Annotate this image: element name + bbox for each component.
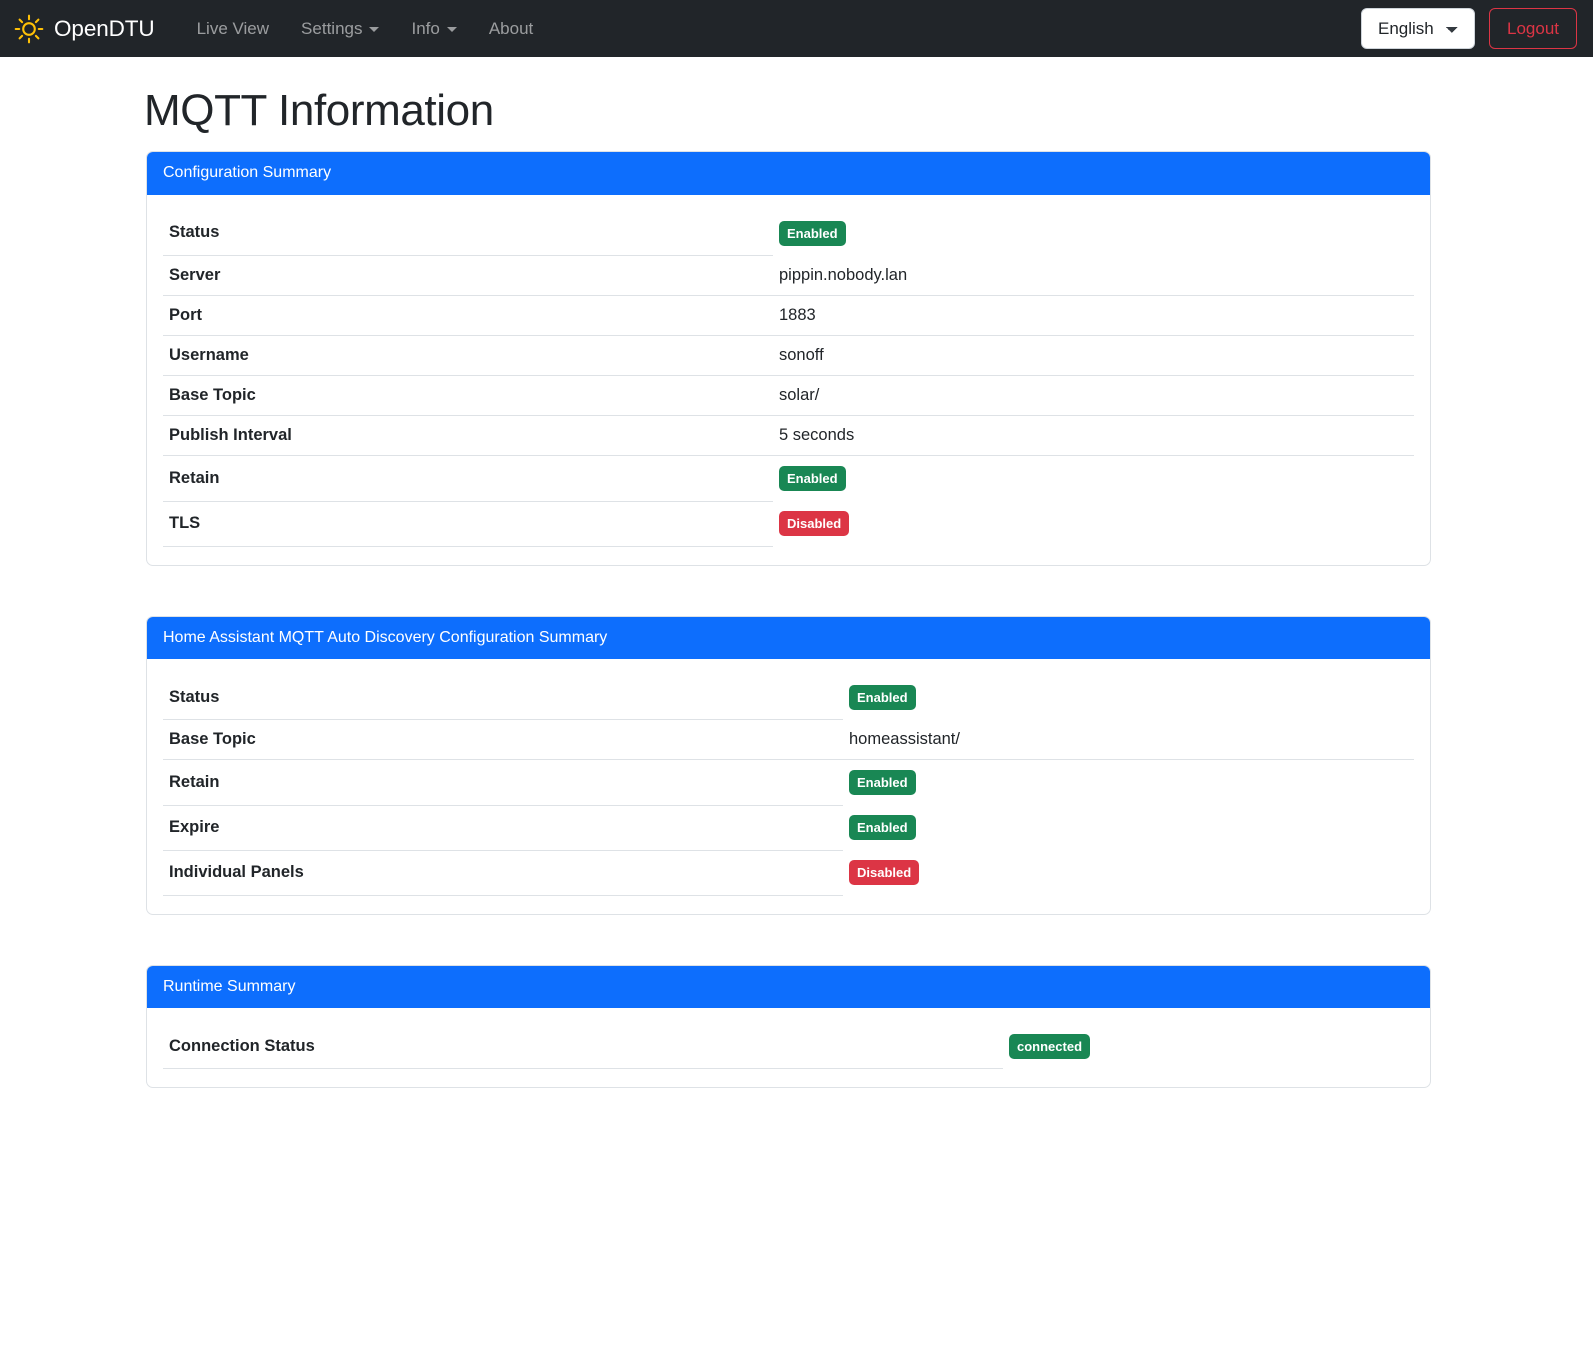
card-home-assistant-summary: Home Assistant MQTT Auto Discovery Confi…: [146, 615, 1431, 915]
row-value: Enabled: [773, 456, 1414, 502]
row-label: Status: [163, 210, 773, 257]
nav-about-label: About: [488, 18, 534, 38]
table-row: Individual Panels Disabled: [163, 850, 1414, 896]
status-badge: Enabled: [849, 815, 916, 841]
status-badge: Enabled: [849, 684, 916, 710]
status-badge: connected: [1009, 1033, 1091, 1059]
nav-info[interactable]: Info: [395, 11, 472, 47]
brand-link[interactable]: OpenDTU: [14, 14, 155, 44]
table-row: Port 1883: [163, 295, 1414, 337]
nav-about[interactable]: About: [473, 11, 549, 47]
status-badge: Disabled: [849, 860, 920, 886]
nav-settings[interactable]: Settings: [285, 11, 395, 47]
nav-settings-label: Settings: [301, 18, 363, 38]
top-navbar: OpenDTU Live View Settings Info About En…: [0, 0, 1593, 57]
row-value: Disabled: [773, 501, 1414, 546]
chevron-down-icon: [369, 27, 380, 32]
table-row: Retain Enabled: [163, 759, 1414, 806]
row-label: Server: [163, 255, 773, 297]
page-title: MQTT Information: [144, 86, 494, 135]
chevron-down-icon: [446, 27, 457, 32]
table-row: TLS Disabled: [163, 501, 1414, 547]
status-badge: Enabled: [849, 770, 916, 796]
row-value: 1883: [773, 295, 1414, 337]
row-value: sonoff: [773, 335, 1414, 377]
row-value: connected: [1003, 1024, 1414, 1069]
logout-button[interactable]: Logout: [1489, 8, 1577, 49]
brand-name: OpenDTU: [54, 15, 155, 41]
row-label: Username: [163, 335, 773, 377]
table-row: Expire Enabled: [163, 805, 1414, 851]
table-row: Publish Interval 5 seconds: [163, 415, 1414, 457]
row-value: Enabled: [843, 805, 1414, 850]
status-badge: Enabled: [779, 466, 846, 492]
table-row: Server pippin.nobody.lan: [163, 255, 1414, 297]
row-label: Connection Status: [163, 1023, 1003, 1070]
row-value: homeassistant/: [843, 719, 1414, 761]
page-content: MQTT Information Configuration Summary St…: [0, 86, 1593, 1178]
row-label: Retain: [163, 759, 843, 806]
table-row: Retain Enabled: [163, 455, 1414, 502]
row-value: solar/: [773, 375, 1414, 417]
row-label: Individual Panels: [163, 850, 843, 896]
nav-live-view[interactable]: Live View: [181, 11, 285, 47]
nav-links: Live View Settings Info About: [181, 11, 550, 47]
sun-brightness-icon: [14, 14, 44, 44]
row-value: pippin.nobody.lan: [773, 255, 1414, 297]
row-label: Base Topic: [163, 375, 773, 417]
row-value: Enabled: [843, 760, 1414, 806]
status-badge: Enabled: [779, 220, 846, 246]
summary-table: Status Enabled Server pippin.nobody.lan Port…: [163, 210, 1414, 547]
card-runtime-summary: Runtime Summary Connection Status connecte…: [146, 964, 1431, 1089]
navbar-right-controls: English Logout: [1361, 8, 1577, 49]
card-configuration-summary: Configuration Summary Status Enabled Server…: [146, 151, 1431, 566]
row-value: Enabled: [773, 211, 1414, 256]
nav-live-view-label: Live View: [196, 18, 270, 38]
row-value: 5 seconds: [773, 415, 1414, 457]
status-badge: Disabled: [779, 511, 850, 537]
table-row: Status Enabled: [163, 674, 1414, 721]
table-row: Status Enabled: [163, 210, 1414, 257]
card-header-title: Home Assistant MQTT Auto Discovery Confi…: [147, 616, 1430, 659]
row-label: Status: [163, 674, 843, 721]
summary-table: Status Enabled Base Topic homeassistant/Ret…: [163, 674, 1414, 896]
cards-container: Configuration Summary Status Enabled Server…: [146, 151, 1431, 1089]
card-body: Connection Status connected: [147, 1008, 1430, 1088]
row-value: Disabled: [843, 850, 1414, 895]
row-label: Retain: [163, 455, 773, 502]
card-header-title: Configuration Summary: [147, 152, 1430, 195]
table-row: Base Topic solar/: [163, 375, 1414, 417]
summary-table: Connection Status connected: [163, 1023, 1414, 1070]
nav-info-label: Info: [411, 18, 440, 38]
language-select[interactable]: English: [1361, 8, 1475, 49]
row-label: TLS: [163, 501, 773, 547]
card-body: Status Enabled Base Topic homeassistant/Ret…: [147, 659, 1430, 914]
row-label: Port: [163, 295, 773, 337]
row-label: Expire: [163, 805, 843, 851]
table-row: Username sonoff: [163, 335, 1414, 377]
row-value: Enabled: [843, 675, 1414, 720]
card-body: Status Enabled Server pippin.nobody.lan Port…: [147, 195, 1430, 565]
table-row: Connection Status connected: [163, 1023, 1414, 1070]
row-label: Base Topic: [163, 719, 843, 761]
table-row: Base Topic homeassistant/: [163, 719, 1414, 761]
card-header-title: Runtime Summary: [147, 965, 1430, 1008]
row-label: Publish Interval: [163, 415, 773, 457]
